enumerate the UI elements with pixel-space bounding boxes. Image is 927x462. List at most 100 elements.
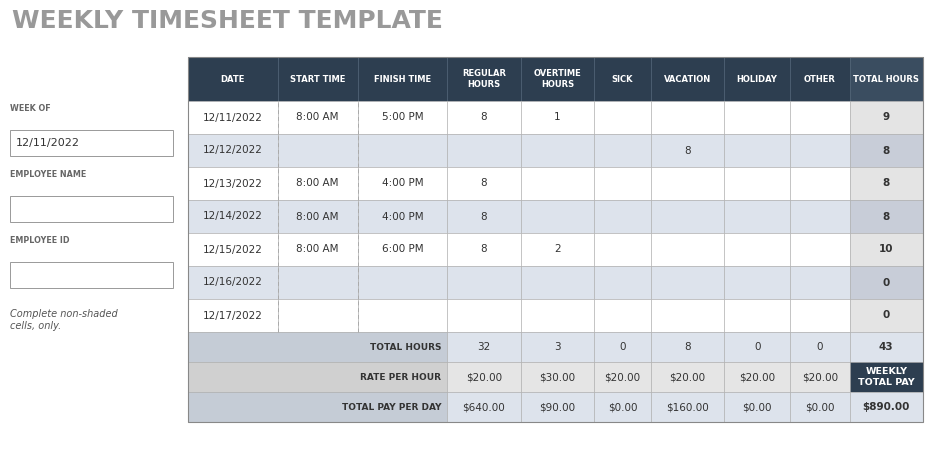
Text: $0.00: $0.00 bbox=[608, 402, 637, 412]
Text: 32: 32 bbox=[477, 342, 490, 352]
Bar bbox=[724, 134, 790, 167]
Text: $20.00: $20.00 bbox=[802, 372, 838, 382]
Text: $20.00: $20.00 bbox=[466, 372, 502, 382]
Text: 9: 9 bbox=[883, 113, 890, 122]
Bar bbox=[447, 134, 521, 167]
Bar bbox=[651, 392, 724, 422]
Text: 0: 0 bbox=[619, 342, 626, 352]
Bar bbox=[724, 332, 790, 362]
Bar bbox=[188, 101, 277, 134]
Text: 12/11/2022: 12/11/2022 bbox=[16, 138, 80, 148]
Bar bbox=[594, 167, 651, 200]
Text: $20.00: $20.00 bbox=[604, 372, 641, 382]
Text: 12/15/2022: 12/15/2022 bbox=[203, 244, 262, 255]
Text: WEEK OF: WEEK OF bbox=[10, 104, 51, 113]
Bar bbox=[790, 134, 849, 167]
Bar bbox=[188, 332, 447, 362]
Text: 8:00 AM: 8:00 AM bbox=[297, 212, 338, 221]
Text: 12/16/2022: 12/16/2022 bbox=[203, 278, 262, 287]
Bar bbox=[521, 200, 594, 233]
Bar bbox=[724, 57, 790, 101]
Bar bbox=[594, 266, 651, 299]
Text: SICK: SICK bbox=[612, 74, 633, 84]
Bar bbox=[447, 101, 521, 134]
Text: TOTAL PAY PER DAY: TOTAL PAY PER DAY bbox=[342, 402, 441, 412]
Text: 8: 8 bbox=[480, 244, 488, 255]
Bar bbox=[651, 57, 724, 101]
Bar bbox=[358, 299, 447, 332]
Text: HOLIDAY: HOLIDAY bbox=[737, 74, 778, 84]
Text: $0.00: $0.00 bbox=[743, 402, 772, 412]
Bar bbox=[447, 200, 521, 233]
Bar bbox=[594, 233, 651, 266]
Bar bbox=[521, 392, 594, 422]
Text: RATE PER HOUR: RATE PER HOUR bbox=[360, 372, 441, 382]
Text: 8: 8 bbox=[883, 178, 890, 188]
Text: 8: 8 bbox=[883, 212, 890, 221]
Bar bbox=[849, 200, 923, 233]
Text: 8: 8 bbox=[883, 146, 890, 156]
Text: OTHER: OTHER bbox=[804, 74, 836, 84]
Bar bbox=[724, 266, 790, 299]
Bar bbox=[358, 200, 447, 233]
Bar bbox=[277, 200, 358, 233]
Text: 0: 0 bbox=[754, 342, 760, 352]
Bar bbox=[790, 167, 849, 200]
Bar bbox=[651, 299, 724, 332]
Bar bbox=[277, 299, 358, 332]
Text: EMPLOYEE NAME: EMPLOYEE NAME bbox=[10, 170, 86, 179]
Text: 0: 0 bbox=[883, 310, 890, 321]
Text: $890.00: $890.00 bbox=[862, 402, 910, 412]
Bar bbox=[521, 57, 594, 101]
Bar bbox=[188, 134, 277, 167]
Text: 8:00 AM: 8:00 AM bbox=[297, 244, 338, 255]
Bar bbox=[188, 362, 447, 392]
Bar bbox=[521, 299, 594, 332]
Text: 12/12/2022: 12/12/2022 bbox=[203, 146, 262, 156]
Bar bbox=[790, 299, 849, 332]
Bar bbox=[10, 196, 173, 222]
Text: 8: 8 bbox=[480, 212, 488, 221]
Text: 12/14/2022: 12/14/2022 bbox=[203, 212, 262, 221]
Bar bbox=[724, 200, 790, 233]
Text: 8:00 AM: 8:00 AM bbox=[297, 178, 338, 188]
Text: Complete non-shaded
cells, only.: Complete non-shaded cells, only. bbox=[10, 309, 118, 331]
Text: 43: 43 bbox=[879, 342, 894, 352]
Bar bbox=[849, 57, 923, 101]
Bar bbox=[521, 134, 594, 167]
Text: TOTAL HOURS: TOTAL HOURS bbox=[854, 74, 920, 84]
Bar bbox=[447, 299, 521, 332]
Bar bbox=[521, 233, 594, 266]
Bar bbox=[849, 392, 923, 422]
Text: EMPLOYEE ID: EMPLOYEE ID bbox=[10, 236, 70, 245]
Bar bbox=[277, 233, 358, 266]
Text: 12/11/2022: 12/11/2022 bbox=[203, 113, 262, 122]
Bar bbox=[790, 266, 849, 299]
Bar bbox=[277, 101, 358, 134]
Bar bbox=[594, 362, 651, 392]
Bar bbox=[651, 362, 724, 392]
Bar bbox=[447, 57, 521, 101]
Bar bbox=[849, 101, 923, 134]
Bar bbox=[358, 167, 447, 200]
Text: DATE: DATE bbox=[221, 74, 245, 84]
Bar bbox=[651, 200, 724, 233]
Text: REGULAR
HOURS: REGULAR HOURS bbox=[462, 69, 506, 89]
Text: 12/13/2022: 12/13/2022 bbox=[203, 178, 262, 188]
Bar bbox=[358, 134, 447, 167]
Bar bbox=[849, 299, 923, 332]
Bar bbox=[447, 266, 521, 299]
Bar bbox=[594, 392, 651, 422]
Bar bbox=[594, 134, 651, 167]
Bar bbox=[849, 362, 923, 392]
Bar bbox=[724, 233, 790, 266]
Text: 0: 0 bbox=[817, 342, 823, 352]
Bar bbox=[188, 266, 277, 299]
Bar bbox=[188, 299, 277, 332]
Bar bbox=[790, 332, 849, 362]
Bar bbox=[651, 167, 724, 200]
Bar bbox=[724, 299, 790, 332]
Text: $90.00: $90.00 bbox=[540, 402, 576, 412]
Bar bbox=[849, 134, 923, 167]
Text: 10: 10 bbox=[879, 244, 894, 255]
